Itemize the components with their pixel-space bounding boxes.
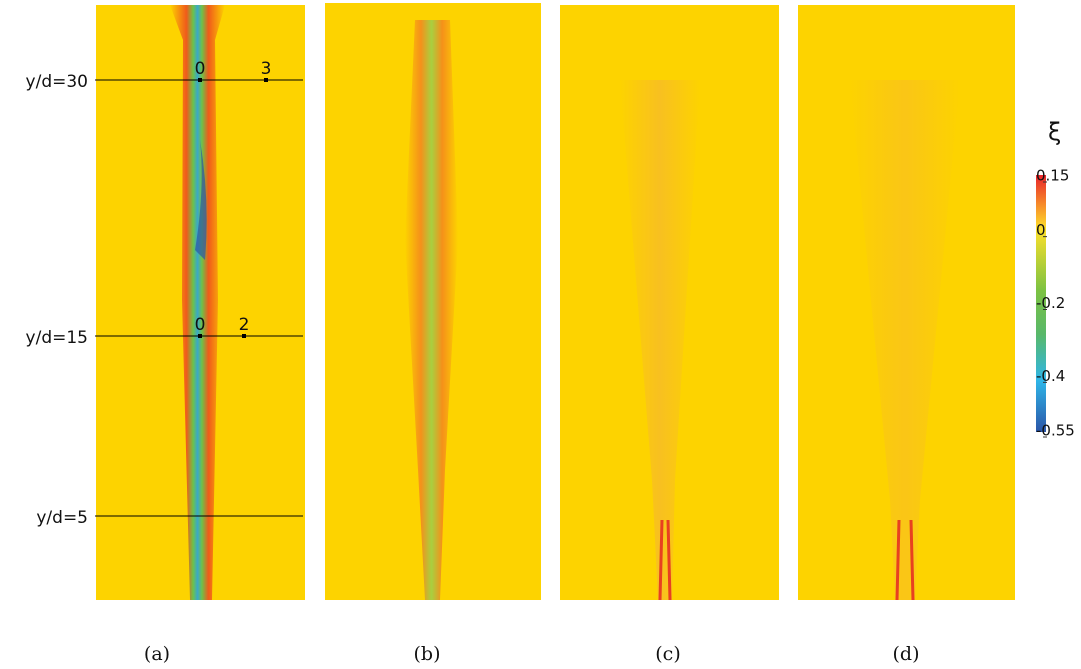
probe-label: 3 [261, 59, 272, 79]
station-label: y/d=30 [26, 72, 88, 92]
colorbar-tick-label: -0.55 [1036, 422, 1075, 440]
jet-d-edge [895, 519, 915, 601]
jet-c [620, 80, 700, 600]
station-label: y/d=15 [26, 328, 88, 348]
jet-d [850, 80, 960, 600]
probe-point [198, 334, 202, 338]
panel-caption: (c) [655, 643, 680, 665]
jet-a [170, 5, 225, 600]
jet-c-edge [658, 519, 672, 601]
panel-caption: (d) [893, 643, 920, 665]
jet-b [405, 20, 458, 600]
probe-label: 2 [239, 315, 250, 335]
jet-core [195, 140, 207, 260]
colorbar-tick-label: -0.2 [1036, 294, 1065, 312]
colorbar [1036, 175, 1046, 432]
colorbar-title: ξ [1048, 118, 1061, 146]
colorbar-tick-label: -0.4 [1036, 367, 1065, 385]
colorbar-tick-label: 0.15 [1036, 167, 1069, 185]
probe-label: 0 [195, 315, 206, 335]
station-label: y/d=5 [36, 508, 88, 528]
panel-caption: (b) [414, 643, 441, 665]
probe-point [264, 78, 268, 82]
probe-point [198, 78, 202, 82]
panel-caption: (a) [144, 643, 170, 665]
probe-label: 0 [195, 59, 206, 79]
probe-point [242, 334, 246, 338]
colorbar-tick-label: 0 [1036, 221, 1046, 239]
